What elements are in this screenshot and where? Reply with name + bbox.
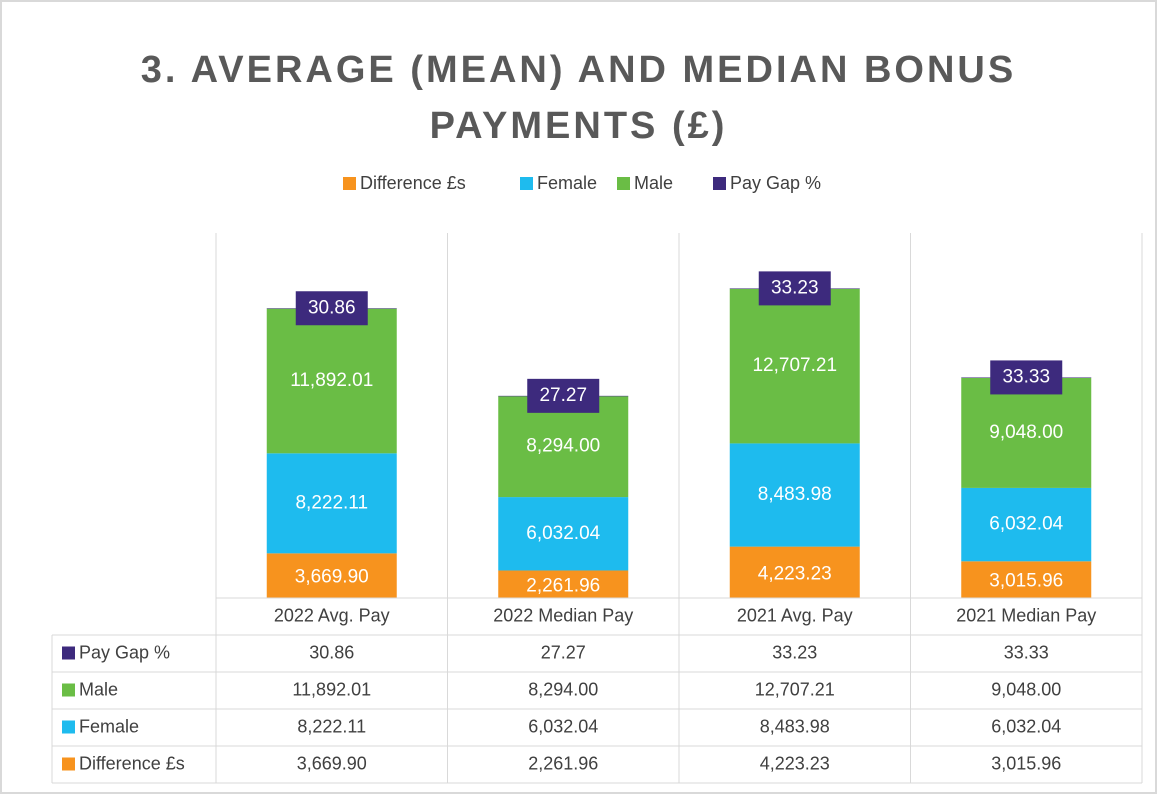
table-row-label: Pay Gap % [79, 642, 170, 662]
legend-label: Female [537, 173, 597, 193]
legend-swatch [520, 177, 533, 190]
table-cell: 9,048.00 [991, 679, 1061, 699]
data-label: 3,669.90 [295, 567, 369, 588]
data-label-box [527, 378, 600, 413]
data-label: 8,483.98 [758, 484, 832, 505]
table-cell: 8,294.00 [528, 679, 598, 699]
x-tick-label: 2022 Avg. Pay [274, 605, 390, 625]
table-cell: 3,015.96 [991, 753, 1061, 773]
legend-swatch [713, 177, 726, 190]
data-label: 33.33 [1002, 366, 1050, 387]
data-label: 6,032.04 [989, 514, 1063, 535]
table-cell: 8,483.98 [760, 716, 830, 736]
table-cell: 33.33 [1004, 642, 1049, 662]
table-row-label: Difference £s [79, 753, 185, 773]
x-tick-label: 2021 Avg. Pay [737, 605, 853, 625]
table-cell: 4,223.23 [760, 753, 830, 773]
bar-segment [729, 443, 860, 547]
bar-segment [961, 377, 1092, 488]
table-cell: 2,261.96 [528, 753, 598, 773]
bar-segment [498, 396, 629, 498]
table-cell: 30.86 [309, 642, 354, 662]
data-label: 4,223.23 [758, 563, 832, 584]
x-tick-label: 2021 Median Pay [956, 605, 1096, 625]
table-cell: 6,032.04 [528, 716, 598, 736]
bar-segment [729, 288, 860, 444]
table-cell: 8,222.11 [297, 716, 366, 736]
bar-segment [729, 546, 860, 598]
table-legend-swatch [62, 757, 75, 771]
legend-label: Pay Gap % [730, 173, 821, 193]
table-cell: 12,707.21 [755, 679, 835, 699]
data-label: 8,222.11 [295, 492, 368, 513]
legend-swatch [343, 177, 356, 190]
data-label: 11,892.01 [290, 370, 373, 391]
legend-label: Difference £s [360, 173, 466, 193]
data-label: 9,048.00 [989, 422, 1063, 443]
table-legend-swatch [62, 646, 75, 660]
bar-segment [266, 308, 397, 454]
bar-segment [266, 553, 397, 598]
legend-label: Male [634, 173, 673, 193]
bar-segment [961, 561, 1092, 598]
table-row-label: Female [79, 716, 139, 736]
data-label: 8,294.00 [526, 436, 600, 457]
table-legend-swatch [62, 720, 75, 734]
table-legend-swatch [62, 683, 75, 697]
data-label: 2,261.96 [526, 575, 600, 596]
data-label: 27.27 [539, 385, 587, 406]
table-cell: 11,892.01 [292, 679, 371, 699]
data-label-box [990, 360, 1063, 395]
table-row-label: Male [79, 679, 118, 699]
data-label: 33.23 [771, 277, 819, 298]
data-label: 12,707.21 [752, 355, 837, 376]
x-tick-label: 2022 Median Pay [493, 605, 633, 625]
bar-segment [961, 487, 1092, 562]
table-cell: 27.27 [541, 642, 586, 662]
data-label: 6,032.04 [526, 523, 600, 544]
chart-title: 3. AVERAGE (MEAN) AND MEDIAN BONUS PAYME… [140, 49, 1017, 147]
table-cell: 3,669.90 [297, 753, 367, 773]
table-cell: 33.23 [772, 642, 817, 662]
legend-swatch [617, 177, 630, 190]
data-label-box [295, 291, 368, 326]
table-cell: 6,032.04 [991, 716, 1061, 736]
data-label-box [758, 271, 831, 306]
bar-segment [266, 453, 397, 554]
bar-segment [498, 570, 629, 598]
data-label: 3,015.96 [989, 571, 1063, 592]
bar-segment [498, 497, 629, 571]
data-label: 30.86 [308, 297, 356, 318]
